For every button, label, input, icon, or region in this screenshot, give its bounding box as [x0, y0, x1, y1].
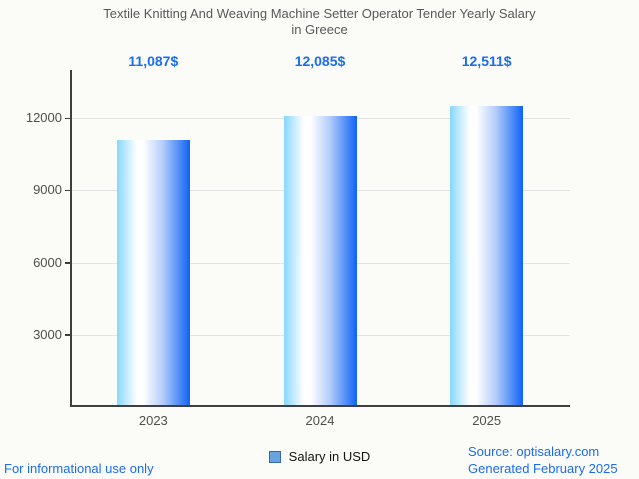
bar-2025: [450, 105, 524, 407]
generated-text: Generated February 2025: [468, 460, 618, 476]
x-tick-label-2023: 2023: [138, 413, 168, 428]
y-axis-labels: 3000 6000 9000 12000: [0, 70, 62, 407]
value-label-2024: 12,085$: [294, 53, 346, 69]
x-tick-label-2024: 2024: [305, 413, 335, 428]
x-tick-label-2025: 2025: [472, 413, 502, 428]
source-block: Source: optisalary.com Generated Februar…: [468, 444, 618, 477]
x-axis-labels: 2023 2024 2025: [70, 413, 570, 429]
y-tick-label: 6000: [33, 254, 62, 270]
disclaimer-text: For informational use only: [4, 461, 154, 476]
plot-area: [65, 70, 570, 407]
x-axis-line: [70, 405, 570, 407]
y-tick-mark: [65, 117, 70, 120]
y-tick-mark: [65, 189, 70, 192]
y-axis-line: [70, 70, 72, 407]
bar-2024: [283, 116, 357, 407]
legend: Salary in USD: [0, 449, 639, 464]
source-link[interactable]: Source: optisalary.com: [468, 444, 600, 459]
value-label-2023: 11,087$: [128, 53, 179, 69]
chart-title: Textile Knitting And Weaving Machine Set…: [0, 6, 639, 38]
value-label-2025: 12,511$: [461, 53, 512, 69]
y-tick-label: 9000: [33, 182, 62, 198]
chart-title-line2: in Greece: [291, 22, 348, 37]
bar-2023: [116, 140, 190, 407]
chart-title-line1: Textile Knitting And Weaving Machine Set…: [103, 6, 536, 21]
y-tick-label: 12000: [25, 110, 62, 126]
value-labels-row: 11,087$ 12,085$ 12,511$: [70, 53, 570, 73]
y-tick-mark: [65, 334, 70, 336]
legend-marker-icon: [268, 450, 281, 463]
y-tick-mark: [65, 262, 70, 264]
y-tick-label: 3000: [33, 326, 62, 342]
legend-label: Salary in USD: [288, 449, 371, 464]
